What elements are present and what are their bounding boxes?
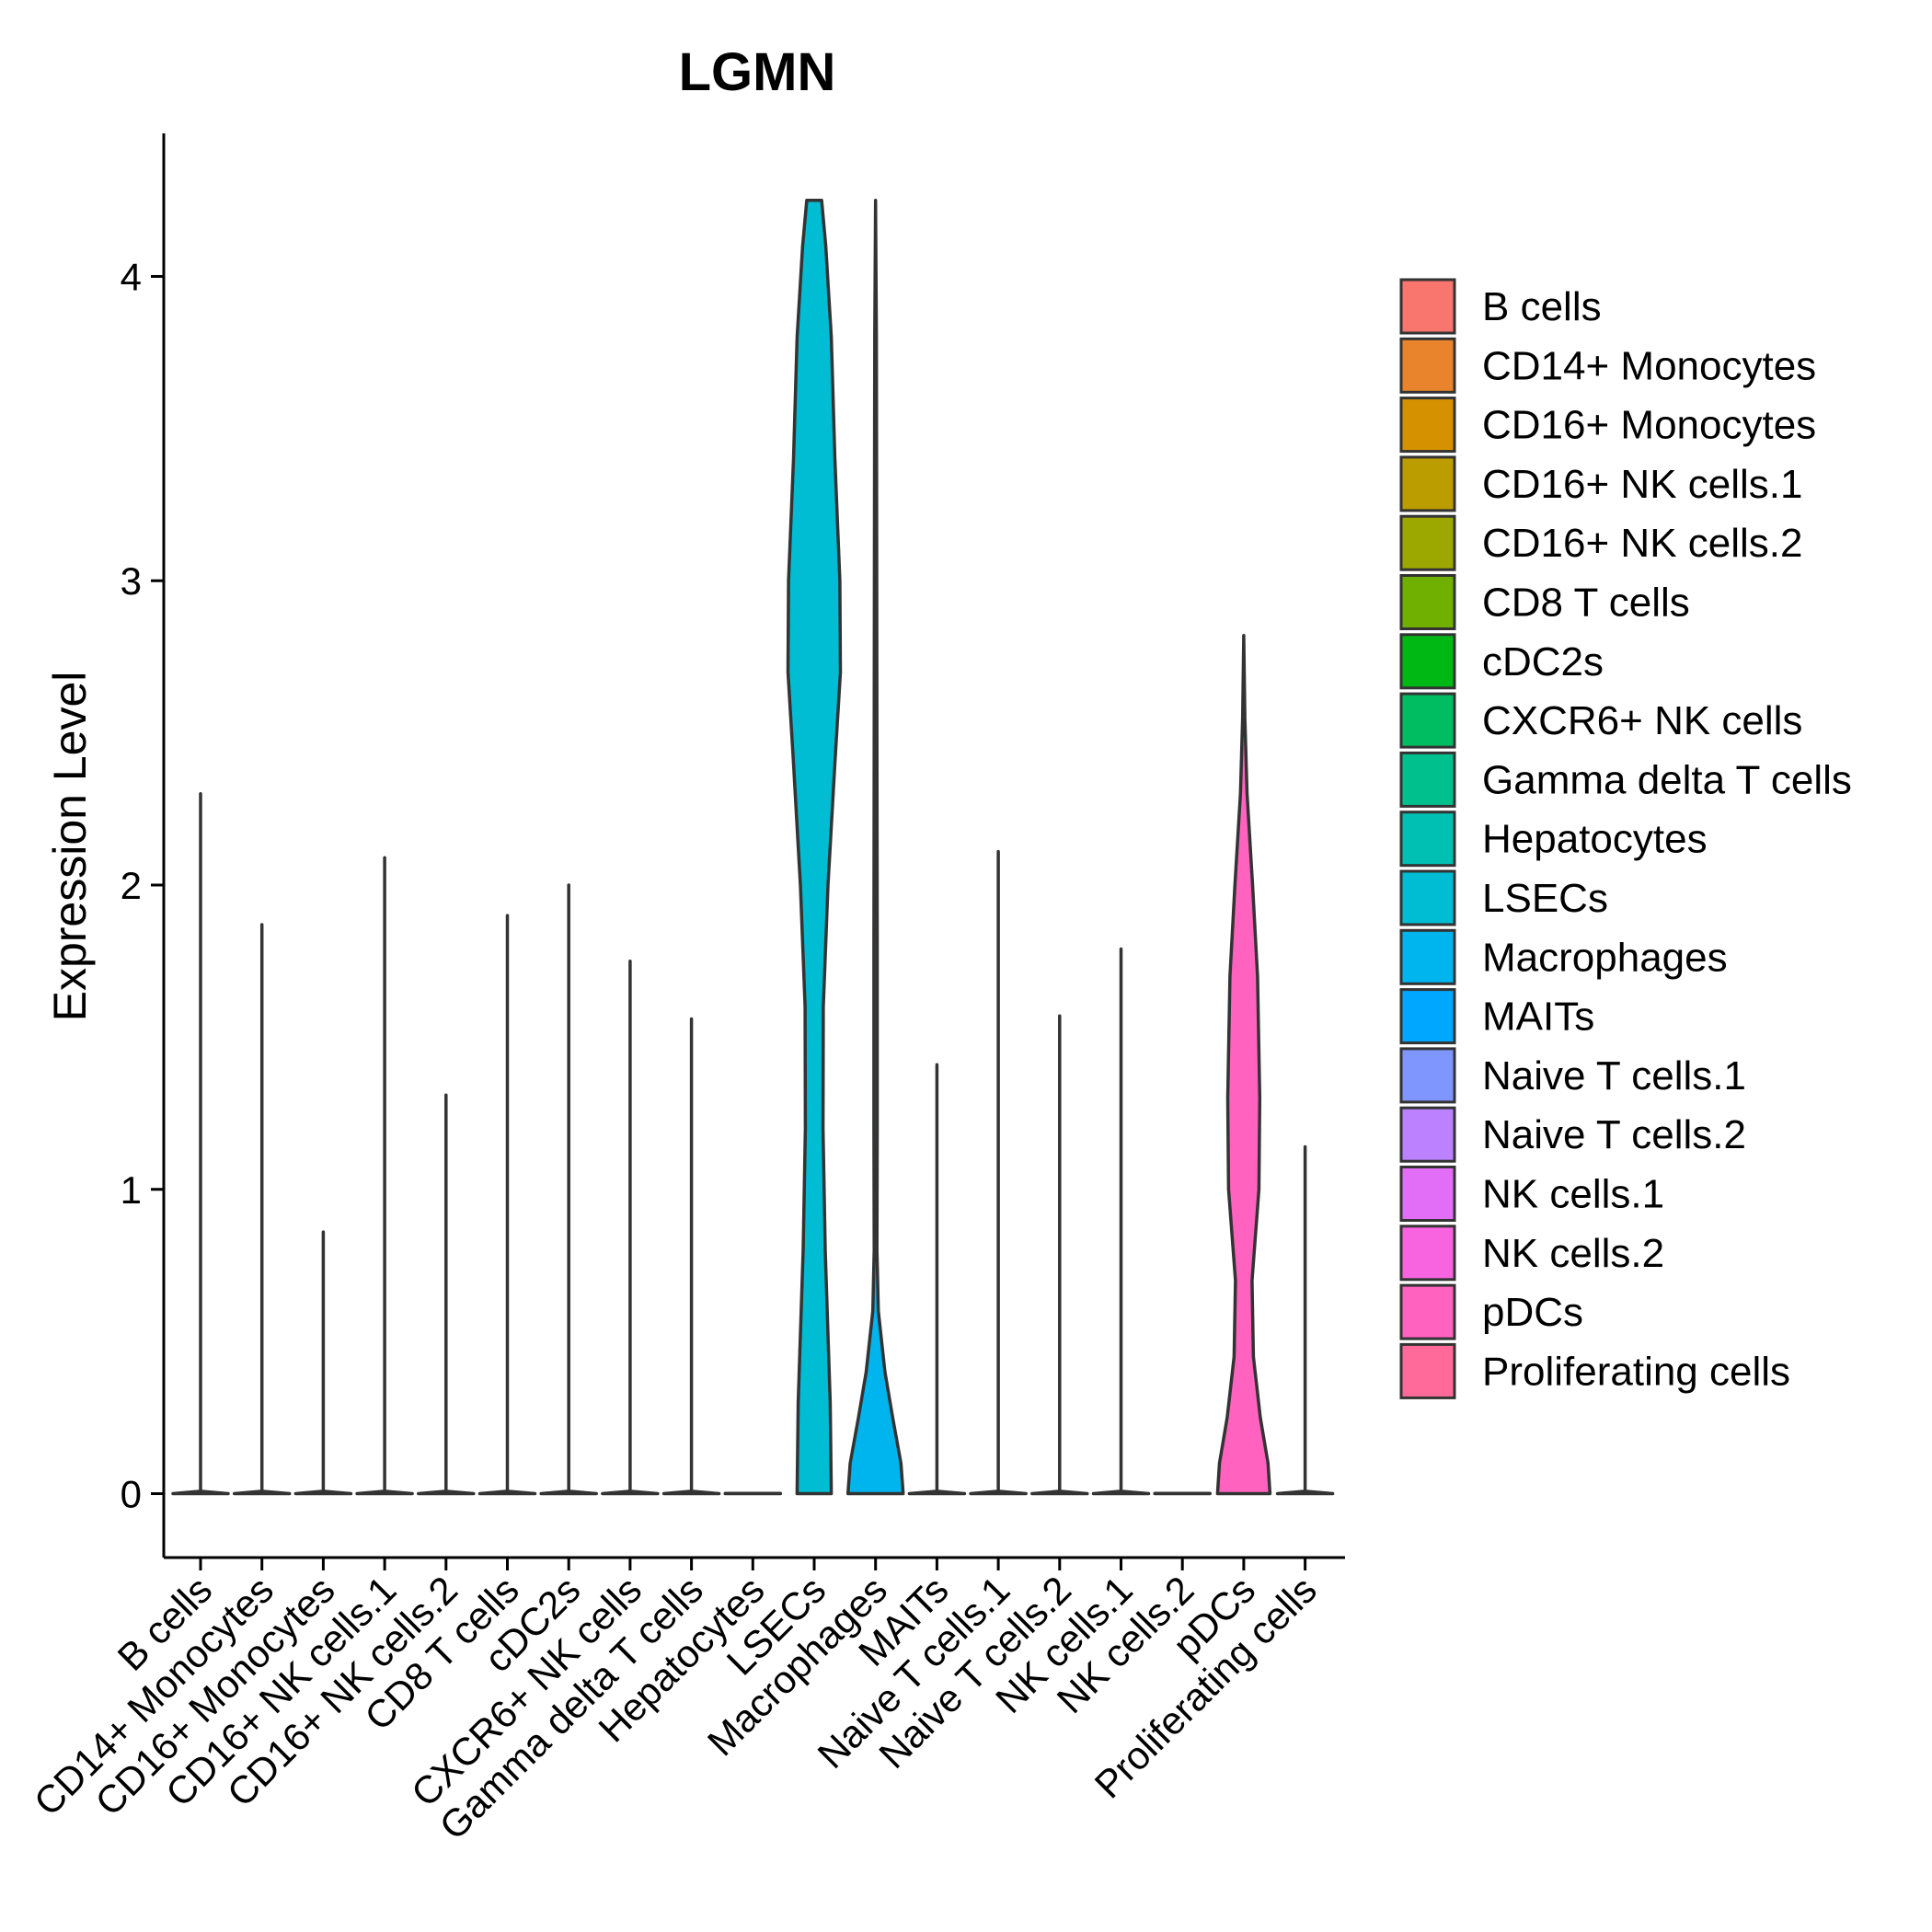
violin-2 (232, 923, 292, 1496)
legend-label: NK cells.2 (1482, 1231, 1664, 1276)
legend-key (1399, 811, 1456, 868)
legend-label: NK cells.1 (1482, 1172, 1664, 1217)
violins-layer (171, 199, 1335, 1496)
legend-label: cDC2s (1482, 639, 1604, 684)
violin-14 (969, 849, 1028, 1496)
y-tick-label: 4 (121, 255, 142, 298)
legend-key (1399, 1283, 1456, 1340)
legend-label: Naive T cells.1 (1482, 1053, 1746, 1098)
legend-key (1399, 928, 1456, 985)
legend-key (1399, 1166, 1456, 1222)
violin-9 (661, 1017, 721, 1496)
legend-label: CXCR6+ NK cells (1482, 698, 1802, 743)
legend-key (1399, 337, 1456, 394)
legend-key (1399, 988, 1456, 1045)
legend-key (1399, 633, 1456, 690)
legend-label: Hepatocytes (1482, 817, 1708, 862)
legend-key (1399, 1225, 1456, 1282)
legend-key (1399, 751, 1456, 808)
violin-16 (1091, 947, 1151, 1496)
legend-key (1399, 1106, 1456, 1163)
y-tick-label: 1 (121, 1168, 142, 1212)
legend-label: Proliferating cells (1482, 1349, 1790, 1394)
legend-key (1399, 869, 1456, 926)
violin-7 (539, 883, 598, 1496)
legend-key (1399, 1047, 1456, 1104)
legend-label: B cells (1482, 284, 1602, 329)
y-tick-label: 2 (121, 864, 142, 907)
violin-13 (907, 1063, 967, 1496)
violin-1 (171, 792, 230, 1496)
legend-label: LSECs (1482, 876, 1608, 921)
legend-key (1399, 455, 1456, 512)
legend: B cells CD14+ Monocytes CD16+ Monocytes CD1… (1399, 278, 1852, 1399)
legend-key (1399, 692, 1456, 749)
legend-label: CD16+ NK cells.2 (1482, 521, 1802, 566)
violin-11 (786, 199, 843, 1496)
legend-label: CD14+ Monocytes (1482, 343, 1816, 388)
violin-6 (477, 914, 537, 1496)
y-tick-label: 3 (121, 559, 142, 603)
legend-label: Macrophages (1482, 935, 1728, 980)
legend-key (1399, 574, 1456, 630)
legend-label: Gamma delta T cells (1482, 757, 1852, 802)
violin-4 (355, 856, 414, 1496)
violin-18 (1215, 634, 1272, 1496)
legend-label: MAITs (1482, 995, 1594, 1040)
legend-key (1399, 397, 1456, 454)
violin-12 (845, 199, 905, 1496)
legend-label: CD8 T cells (1482, 581, 1690, 626)
legend-label: Naive T cells.2 (1482, 1112, 1746, 1157)
chart-title: LGMN (679, 42, 836, 102)
legend-key (1399, 514, 1456, 571)
legend-label: CD16+ NK cells.1 (1482, 462, 1802, 507)
y-axis-label: Expression Level (44, 672, 96, 1022)
legend-label: CD16+ Monocytes (1482, 403, 1816, 448)
legend-key (1399, 1342, 1456, 1399)
violin-19 (1275, 1144, 1335, 1496)
violin-15 (1030, 1014, 1089, 1496)
y-axis-ticks: 0 1 2 3 4 (121, 255, 164, 1516)
violin-5 (417, 1093, 476, 1496)
violin-8 (601, 959, 660, 1496)
violin-3 (293, 1230, 353, 1496)
legend-key (1399, 278, 1456, 335)
y-tick-label: 0 (121, 1473, 142, 1516)
legend-label: pDCs (1482, 1290, 1583, 1335)
